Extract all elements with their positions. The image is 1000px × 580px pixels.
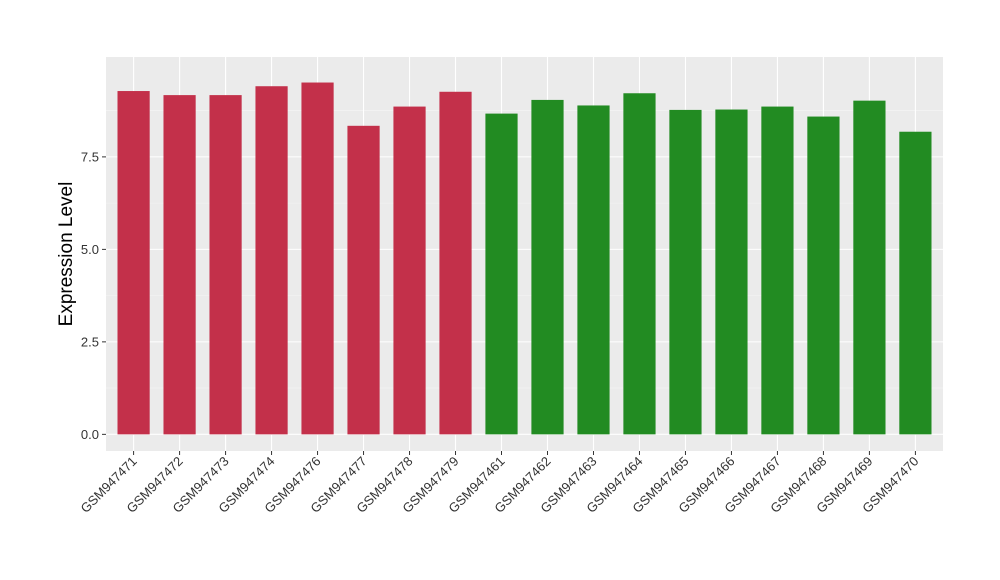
y-axis: 0.0 2.5 5.0 7.5	[81, 149, 106, 442]
bar-GSM947477	[347, 125, 380, 435]
bar-GSM947464	[623, 93, 656, 435]
bar-GSM947476	[301, 82, 334, 435]
y-tick-label: 5.0	[81, 242, 99, 257]
bar-GSM947466	[715, 109, 748, 435]
bar-GSM947470	[899, 131, 932, 435]
minor-gridlines	[106, 110, 943, 389]
bar-GSM947465	[669, 109, 702, 435]
plot-panel	[106, 57, 943, 451]
bar-GSM947469	[853, 100, 886, 435]
bar-GSM947462	[531, 99, 564, 435]
bar-GSM947468	[807, 116, 840, 435]
bar-GSM947467	[761, 106, 794, 435]
bar-GSM947479	[439, 91, 472, 435]
bar-GSM947461	[485, 113, 518, 435]
bar-GSM947463	[577, 105, 610, 435]
x-axis: GSM947471GSM947472GSM947473GSM947474GSM9…	[77, 451, 922, 516]
bar-GSM947474	[255, 86, 288, 435]
y-axis-title: Expression Level	[56, 182, 77, 327]
y-tick-label: 2.5	[81, 334, 99, 349]
y-tick-label: 7.5	[81, 149, 99, 164]
bar-GSM947473	[209, 95, 242, 435]
bar-GSM947472	[163, 95, 196, 435]
bar-GSM947478	[393, 106, 426, 435]
bars	[117, 82, 932, 435]
y-tick-label: 0.0	[81, 427, 99, 442]
bar-GSM947471	[117, 91, 150, 435]
